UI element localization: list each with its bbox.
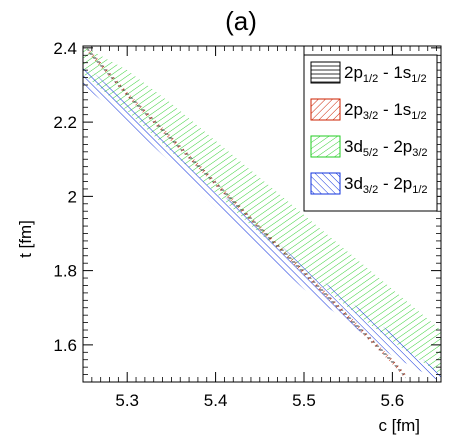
x-tick-label: 5.5 bbox=[292, 391, 316, 410]
y-tick-label: 1.6 bbox=[53, 336, 77, 355]
legend: 2p1/2 - 1s1/2 2p3/2 - 1s1/2 3d5/2 - 2p3/2 3… bbox=[303, 54, 438, 212]
x-tick-label: 5.6 bbox=[381, 391, 405, 410]
x-tick-label: 5.4 bbox=[204, 391, 228, 410]
legend-label-1: 2p1/2 - 1s1/2 bbox=[344, 63, 427, 85]
legend-label-2: 2p3/2 - 1s1/2 bbox=[344, 100, 427, 122]
x-axis-title: c [fm] bbox=[378, 416, 420, 435]
y-tick-label: 2 bbox=[68, 187, 77, 206]
chart-title: (a) bbox=[225, 6, 257, 36]
x-tick-label: 5.3 bbox=[115, 391, 139, 410]
y-tick-label: 2.2 bbox=[53, 113, 77, 132]
x-axis: 5.3 5.4 5.5 5.6 bbox=[82, 46, 437, 410]
legend-swatch-2 bbox=[310, 98, 341, 121]
bands-group bbox=[83, 46, 441, 382]
band-series-4 bbox=[83, 62, 441, 382]
legend-label-3: 3d5/2 - 2p3/2 bbox=[344, 137, 428, 159]
legend-swatch-4 bbox=[310, 172, 341, 195]
legend-swatch-3 bbox=[310, 135, 341, 158]
y-axis: 1.6 1.8 2 2.2 2.4 bbox=[53, 39, 441, 383]
y-axis-title: t [fm] bbox=[16, 220, 35, 258]
legend-swatch-1 bbox=[310, 61, 341, 84]
y-tick-label: 1.8 bbox=[53, 262, 77, 281]
legend-label-4: 3d3/2 - 2p1/2 bbox=[344, 174, 428, 196]
y-tick-label: 2.4 bbox=[53, 39, 77, 58]
band-series-2 bbox=[87, 47, 406, 379]
band-series-3 bbox=[83, 46, 441, 375]
plot-frame bbox=[82, 45, 442, 383]
